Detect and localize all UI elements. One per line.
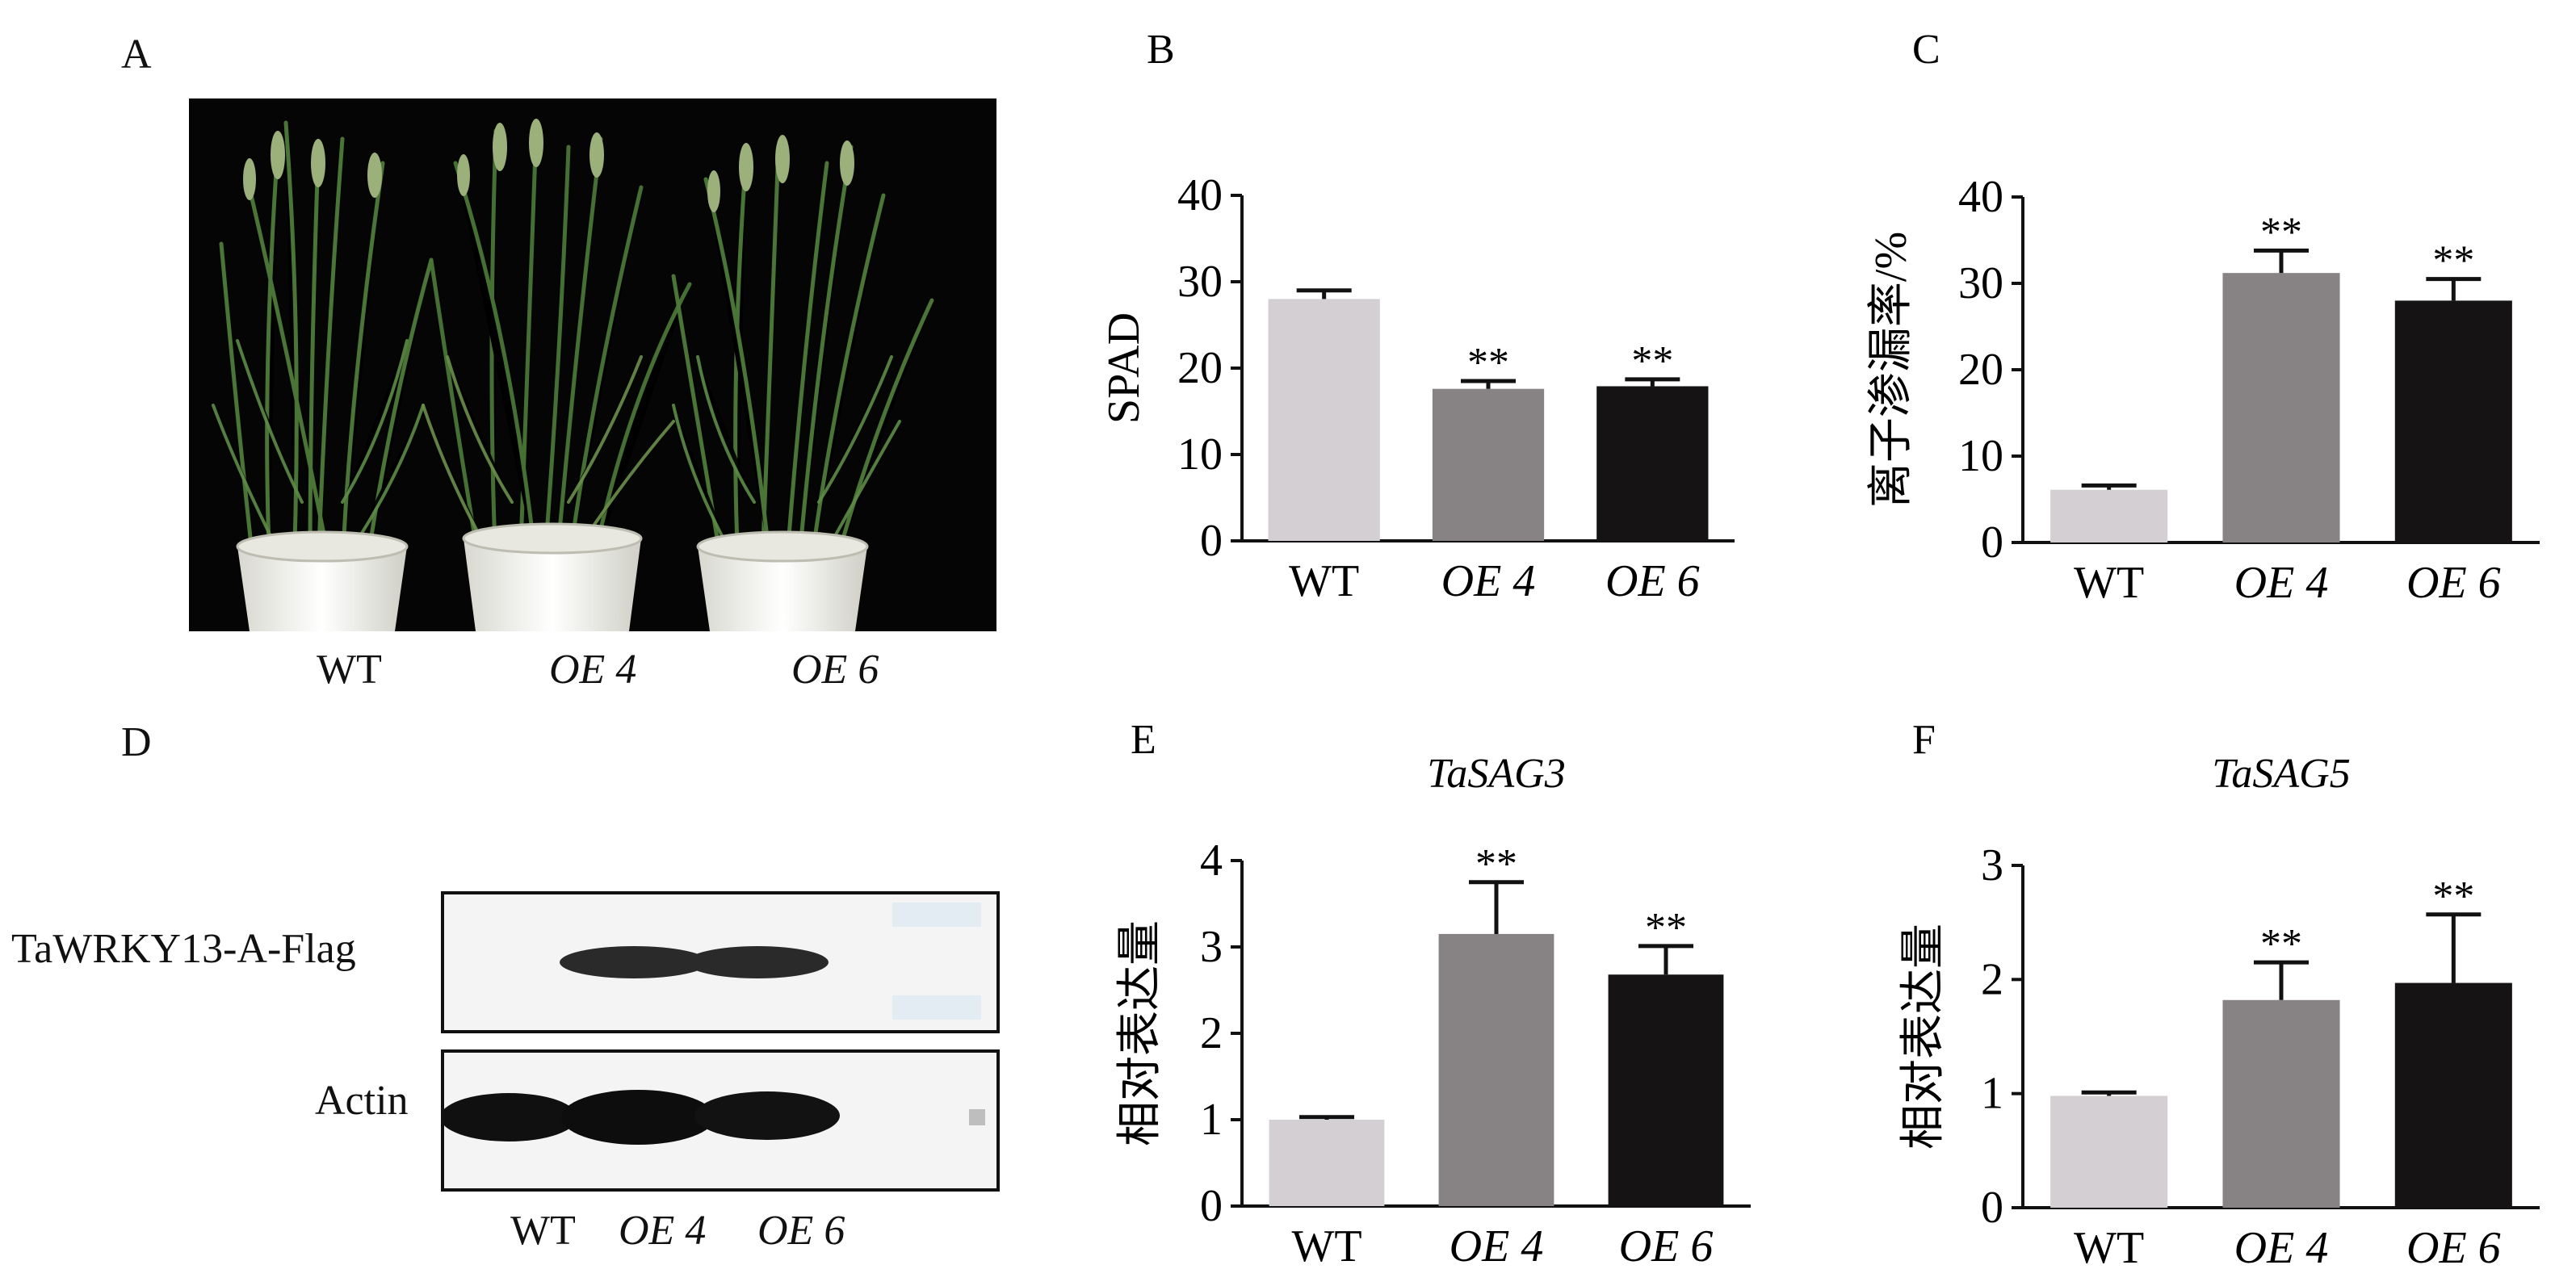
- y-axis-label: 相对表达量: [1115, 920, 1165, 1146]
- pots: [236, 522, 869, 631]
- wheat-plants-image: [212, 119, 934, 631]
- y-tick-label: 2: [1981, 954, 2003, 1004]
- bar-oe4: [2222, 273, 2340, 542]
- y-tick-label: 20: [1177, 343, 1223, 393]
- blot-lane-oe6: OE 6: [757, 1208, 845, 1254]
- y-tick-label: 10: [1177, 429, 1223, 480]
- y-tick-label: 0: [1200, 1181, 1223, 1231]
- chart-title: TaSAG3: [1427, 751, 1565, 797]
- significance-mark: **: [2432, 238, 2474, 284]
- y-tick-label: 30: [1177, 257, 1223, 307]
- y-tick-label: 10: [1958, 431, 2003, 481]
- bar-oe4: [1432, 388, 1545, 541]
- y-tick-label: 2: [1200, 1008, 1223, 1058]
- bar-oe6: [2394, 300, 2512, 542]
- significance-mark: **: [2260, 921, 2302, 967]
- significance-mark: **: [1645, 905, 1687, 951]
- x-tick-label: WT: [1291, 1221, 1361, 1271]
- x-tick-label: OE 6: [2406, 1223, 2501, 1273]
- y-tick-label: 20: [1958, 345, 2003, 395]
- x-tick-label: WT: [1289, 556, 1359, 606]
- x-tick-label: WT: [2074, 558, 2144, 608]
- significance-mark: **: [1475, 841, 1517, 887]
- panel-letter-e: E: [1131, 717, 1156, 763]
- x-tick-label: OE 6: [1619, 1221, 1714, 1271]
- blot-actin-membrane: [440, 1049, 1000, 1192]
- bar-oe6: [1596, 386, 1709, 541]
- y-tick-label: 30: [1958, 258, 2003, 308]
- bar-oe6: [2394, 982, 2512, 1208]
- y-tick-label: 4: [1200, 836, 1223, 886]
- panel-letter-c: C: [1912, 27, 1940, 73]
- y-tick-label: 0: [1981, 517, 2003, 568]
- y-axis-label: SPAD: [1099, 312, 1149, 424]
- plant-photo: [189, 98, 996, 631]
- x-tick-label: WT: [2074, 1223, 2144, 1273]
- bar-oe6: [1608, 974, 1724, 1206]
- blot-flag-bands: [560, 903, 981, 1020]
- x-tick-label: OE 4: [2234, 1223, 2329, 1273]
- significance-mark: **: [2260, 209, 2302, 255]
- panel-letter-a: A: [121, 31, 152, 77]
- bar-wt: [2050, 489, 2168, 542]
- blot-flag-membrane: [441, 891, 1000, 1033]
- significance-mark: **: [2432, 873, 2474, 919]
- x-tick-label: OE 6: [2406, 558, 2501, 608]
- significance-mark: **: [1467, 340, 1509, 386]
- y-axis-label: 相对表达量: [1898, 924, 1949, 1150]
- y-tick-label: 0: [1981, 1183, 2003, 1233]
- panel-letter-d: D: [121, 719, 152, 765]
- significance-mark: **: [1631, 338, 1673, 384]
- panel-letter-b: B: [1147, 27, 1175, 73]
- x-tick-label: OE 4: [1450, 1221, 1544, 1271]
- blot-lane-wt: WT: [510, 1208, 576, 1254]
- bar-wt: [1268, 299, 1380, 541]
- y-tick-label: 1: [1981, 1069, 2003, 1119]
- photo-label-oe4: OE 4: [549, 647, 637, 693]
- x-tick-label: OE 4: [2234, 558, 2329, 608]
- chart-title: TaSAG5: [2212, 751, 2350, 797]
- y-axis-label: 离子渗漏率/%: [1866, 232, 1916, 508]
- bar-oe4: [1438, 933, 1554, 1206]
- photo-label-oe6: OE 6: [791, 647, 879, 693]
- y-tick-label: 3: [1981, 840, 2003, 890]
- blot-lane-oe4: OE 4: [619, 1208, 707, 1254]
- bar-wt: [2050, 1095, 2168, 1208]
- y-tick-label: 1: [1200, 1095, 1223, 1145]
- y-tick-label: 40: [1958, 172, 2003, 222]
- y-tick-label: 3: [1200, 922, 1223, 972]
- panel-letter-f: F: [1912, 717, 1936, 763]
- y-tick-label: 40: [1177, 170, 1223, 220]
- bar-wt: [1269, 1120, 1385, 1206]
- y-tick-label: 0: [1200, 516, 1223, 566]
- blot-row-label-flag: TaWRKY13-A-Flag: [11, 926, 356, 972]
- x-tick-label: OE 4: [1441, 556, 1536, 606]
- blot-actin-bands: [440, 1090, 985, 1145]
- blot-row-label-actin: Actin: [315, 1078, 409, 1124]
- bar-oe4: [2222, 999, 2340, 1208]
- photo-label-wt: WT: [317, 647, 382, 693]
- x-tick-label: OE 6: [1605, 556, 1700, 606]
